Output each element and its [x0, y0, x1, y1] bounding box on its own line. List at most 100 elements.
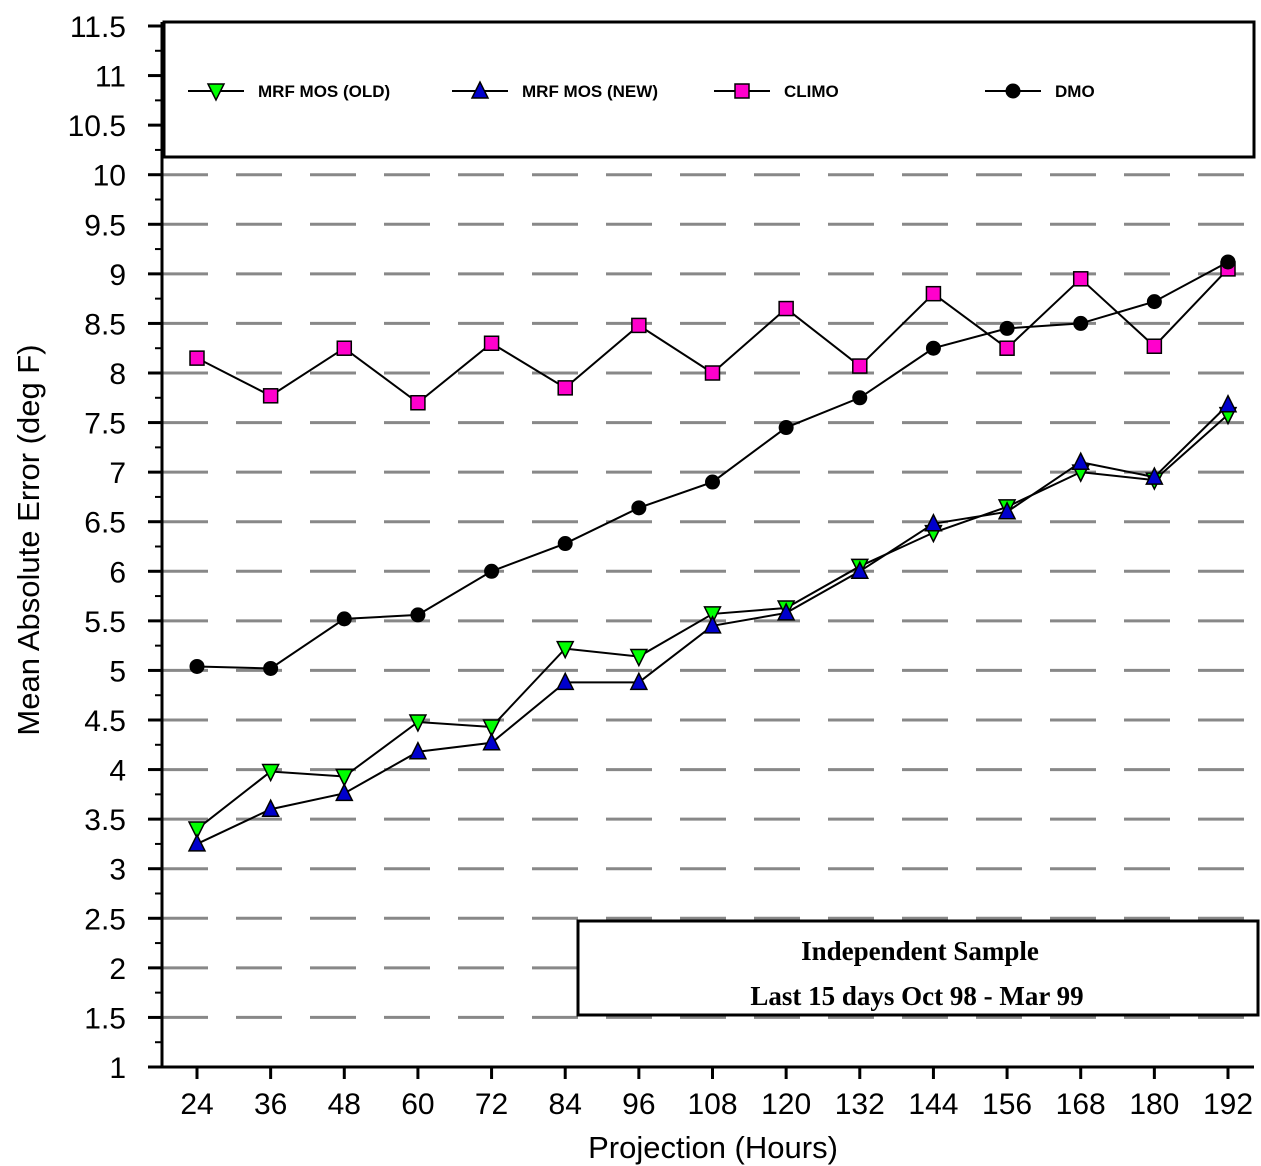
data-point-0-1: [261, 763, 280, 783]
y-tick-label-6: 4: [109, 755, 126, 788]
y-axis-label: Mean Absolute Error (deg F): [11, 344, 46, 735]
data-point-3-14: [1220, 254, 1236, 270]
data-point-3-9: [852, 390, 868, 406]
y-tick-label-12: 7: [109, 457, 126, 490]
data-point-0-3: [408, 714, 428, 733]
data-point-1-0: [187, 833, 207, 852]
y-tick-label-3: 2.5: [84, 903, 126, 936]
data-point-1-13: [1145, 466, 1164, 485]
data-point-3-10: [925, 340, 941, 356]
legend-item-1: MRF MOS (NEW): [452, 80, 658, 101]
x-tick-label-3: 60: [401, 1088, 434, 1121]
data-point-1-8: [776, 602, 796, 621]
data-point-3-4: [484, 563, 500, 579]
y-tick-label-13: 7.5: [84, 408, 126, 441]
legend-label-0: MRF MOS (OLD): [258, 82, 390, 101]
data-point-2-1: [262, 388, 279, 404]
annotation-box: Independent Sample Last 15 days Oct 98 -…: [576, 919, 1260, 1017]
y-tick-label-14: 8: [109, 358, 126, 391]
series-3: [189, 254, 1236, 676]
data-point-1-11: [997, 501, 1017, 520]
y-tick-label-4: 3: [109, 854, 126, 887]
y-tick-label-1: 1.5: [84, 1002, 126, 1035]
legend-marker-3: [1005, 83, 1021, 99]
y-tick-label-19: 10.5: [68, 110, 126, 143]
annotation-line-1: Independent Sample: [801, 936, 1039, 966]
data-point-2-4: [483, 335, 500, 352]
annotation-frame: [576, 919, 1260, 1017]
data-point-1-4: [482, 732, 501, 751]
x-tick-label-4: 72: [475, 1088, 508, 1121]
data-point-3-11: [999, 320, 1015, 336]
data-point-2-11: [999, 340, 1015, 356]
y-tick-label-8: 5: [109, 655, 126, 688]
data-point-3-3: [410, 607, 426, 623]
legend-item-3: DMO: [985, 82, 1095, 101]
y-tick-label-16: 9: [109, 259, 126, 292]
data-point-1-14: [1218, 394, 1238, 413]
data-point-0-6: [629, 648, 649, 668]
series-layer: [187, 254, 1238, 852]
data-point-3-5: [557, 536, 573, 552]
x-tick-label-2: 48: [328, 1088, 361, 1121]
data-point-0-2: [335, 768, 354, 788]
data-point-3-6: [631, 500, 647, 516]
series-line-2: [196, 268, 1229, 405]
data-point-0-7: [703, 606, 722, 625]
x-tick-label-5: 84: [549, 1088, 582, 1121]
axes: [148, 22, 1254, 1069]
data-point-3-7: [705, 474, 720, 490]
legend-label-3: DMO: [1055, 82, 1095, 101]
x-tick-label-7: 108: [687, 1088, 737, 1121]
y-tick-label-11: 6.5: [84, 507, 126, 540]
data-point-2-10: [925, 285, 942, 302]
data-point-3-13: [1146, 294, 1162, 310]
data-point-3-8: [778, 420, 794, 436]
data-point-2-0: [189, 350, 205, 366]
data-point-1-5: [556, 671, 575, 691]
legend-marker-1: [470, 80, 490, 99]
data-point-3-12: [1073, 315, 1089, 331]
series-2: [189, 261, 1236, 411]
x-tick-label-13: 180: [1129, 1088, 1179, 1121]
y-tick-label-7: 4.5: [84, 705, 126, 738]
y-tick-label-17: 9.5: [84, 209, 126, 242]
grid-lines: [162, 24, 1254, 1019]
y-tick-label-9: 5.5: [84, 606, 126, 639]
data-point-1-12: [1071, 451, 1090, 470]
data-point-1-9: [850, 560, 869, 580]
data-point-2-5: [557, 380, 573, 396]
legend-label-2: CLIMO: [784, 82, 839, 101]
data-point-1-1: [261, 798, 280, 817]
data-point-0-5: [556, 640, 575, 660]
y-tick-label-20: 11: [95, 61, 126, 94]
data-point-2-7: [704, 365, 721, 381]
data-point-1-10: [924, 513, 943, 532]
y-tick-label-5: 3.5: [84, 804, 126, 837]
y-tick-label-0: 1: [109, 1052, 126, 1085]
data-point-2-8: [778, 300, 794, 317]
y-axis-ticks: 11.522.533.544.555.566.577.588.599.51010…: [68, 11, 162, 1085]
y-tick-label-18: 10: [93, 160, 126, 193]
data-point-2-13: [1146, 338, 1163, 354]
x-tick-label-9: 132: [835, 1088, 885, 1121]
x-tick-label-8: 120: [761, 1088, 811, 1121]
x-tick-label-10: 144: [908, 1088, 958, 1121]
legend-marker-2: [734, 83, 750, 99]
legend: MRF MOS (OLD) MRF MOS (NEW) CLIMO DMO: [162, 20, 1256, 159]
data-point-2-9: [852, 358, 868, 374]
data-point-3-1: [263, 660, 279, 676]
x-axis-ticks: 24 36 48 60 72 84 96 108 120 132 144 156 168 180 192: [180, 1067, 1253, 1121]
data-point-2-2: [336, 340, 353, 356]
legend-label-1: MRF MOS (NEW): [522, 82, 658, 101]
x-tick-label-0: 24: [180, 1088, 213, 1121]
x-tick-label-1: 36: [254, 1088, 287, 1121]
data-point-1-6: [629, 671, 649, 691]
data-point-1-3: [408, 741, 428, 760]
data-point-0-4: [482, 719, 501, 738]
data-point-1-2: [335, 782, 354, 802]
x-tick-label-14: 192: [1203, 1088, 1253, 1121]
legend-item-2: CLIMO: [714, 82, 839, 101]
legend-item-0: MRF MOS (OLD): [188, 82, 390, 102]
